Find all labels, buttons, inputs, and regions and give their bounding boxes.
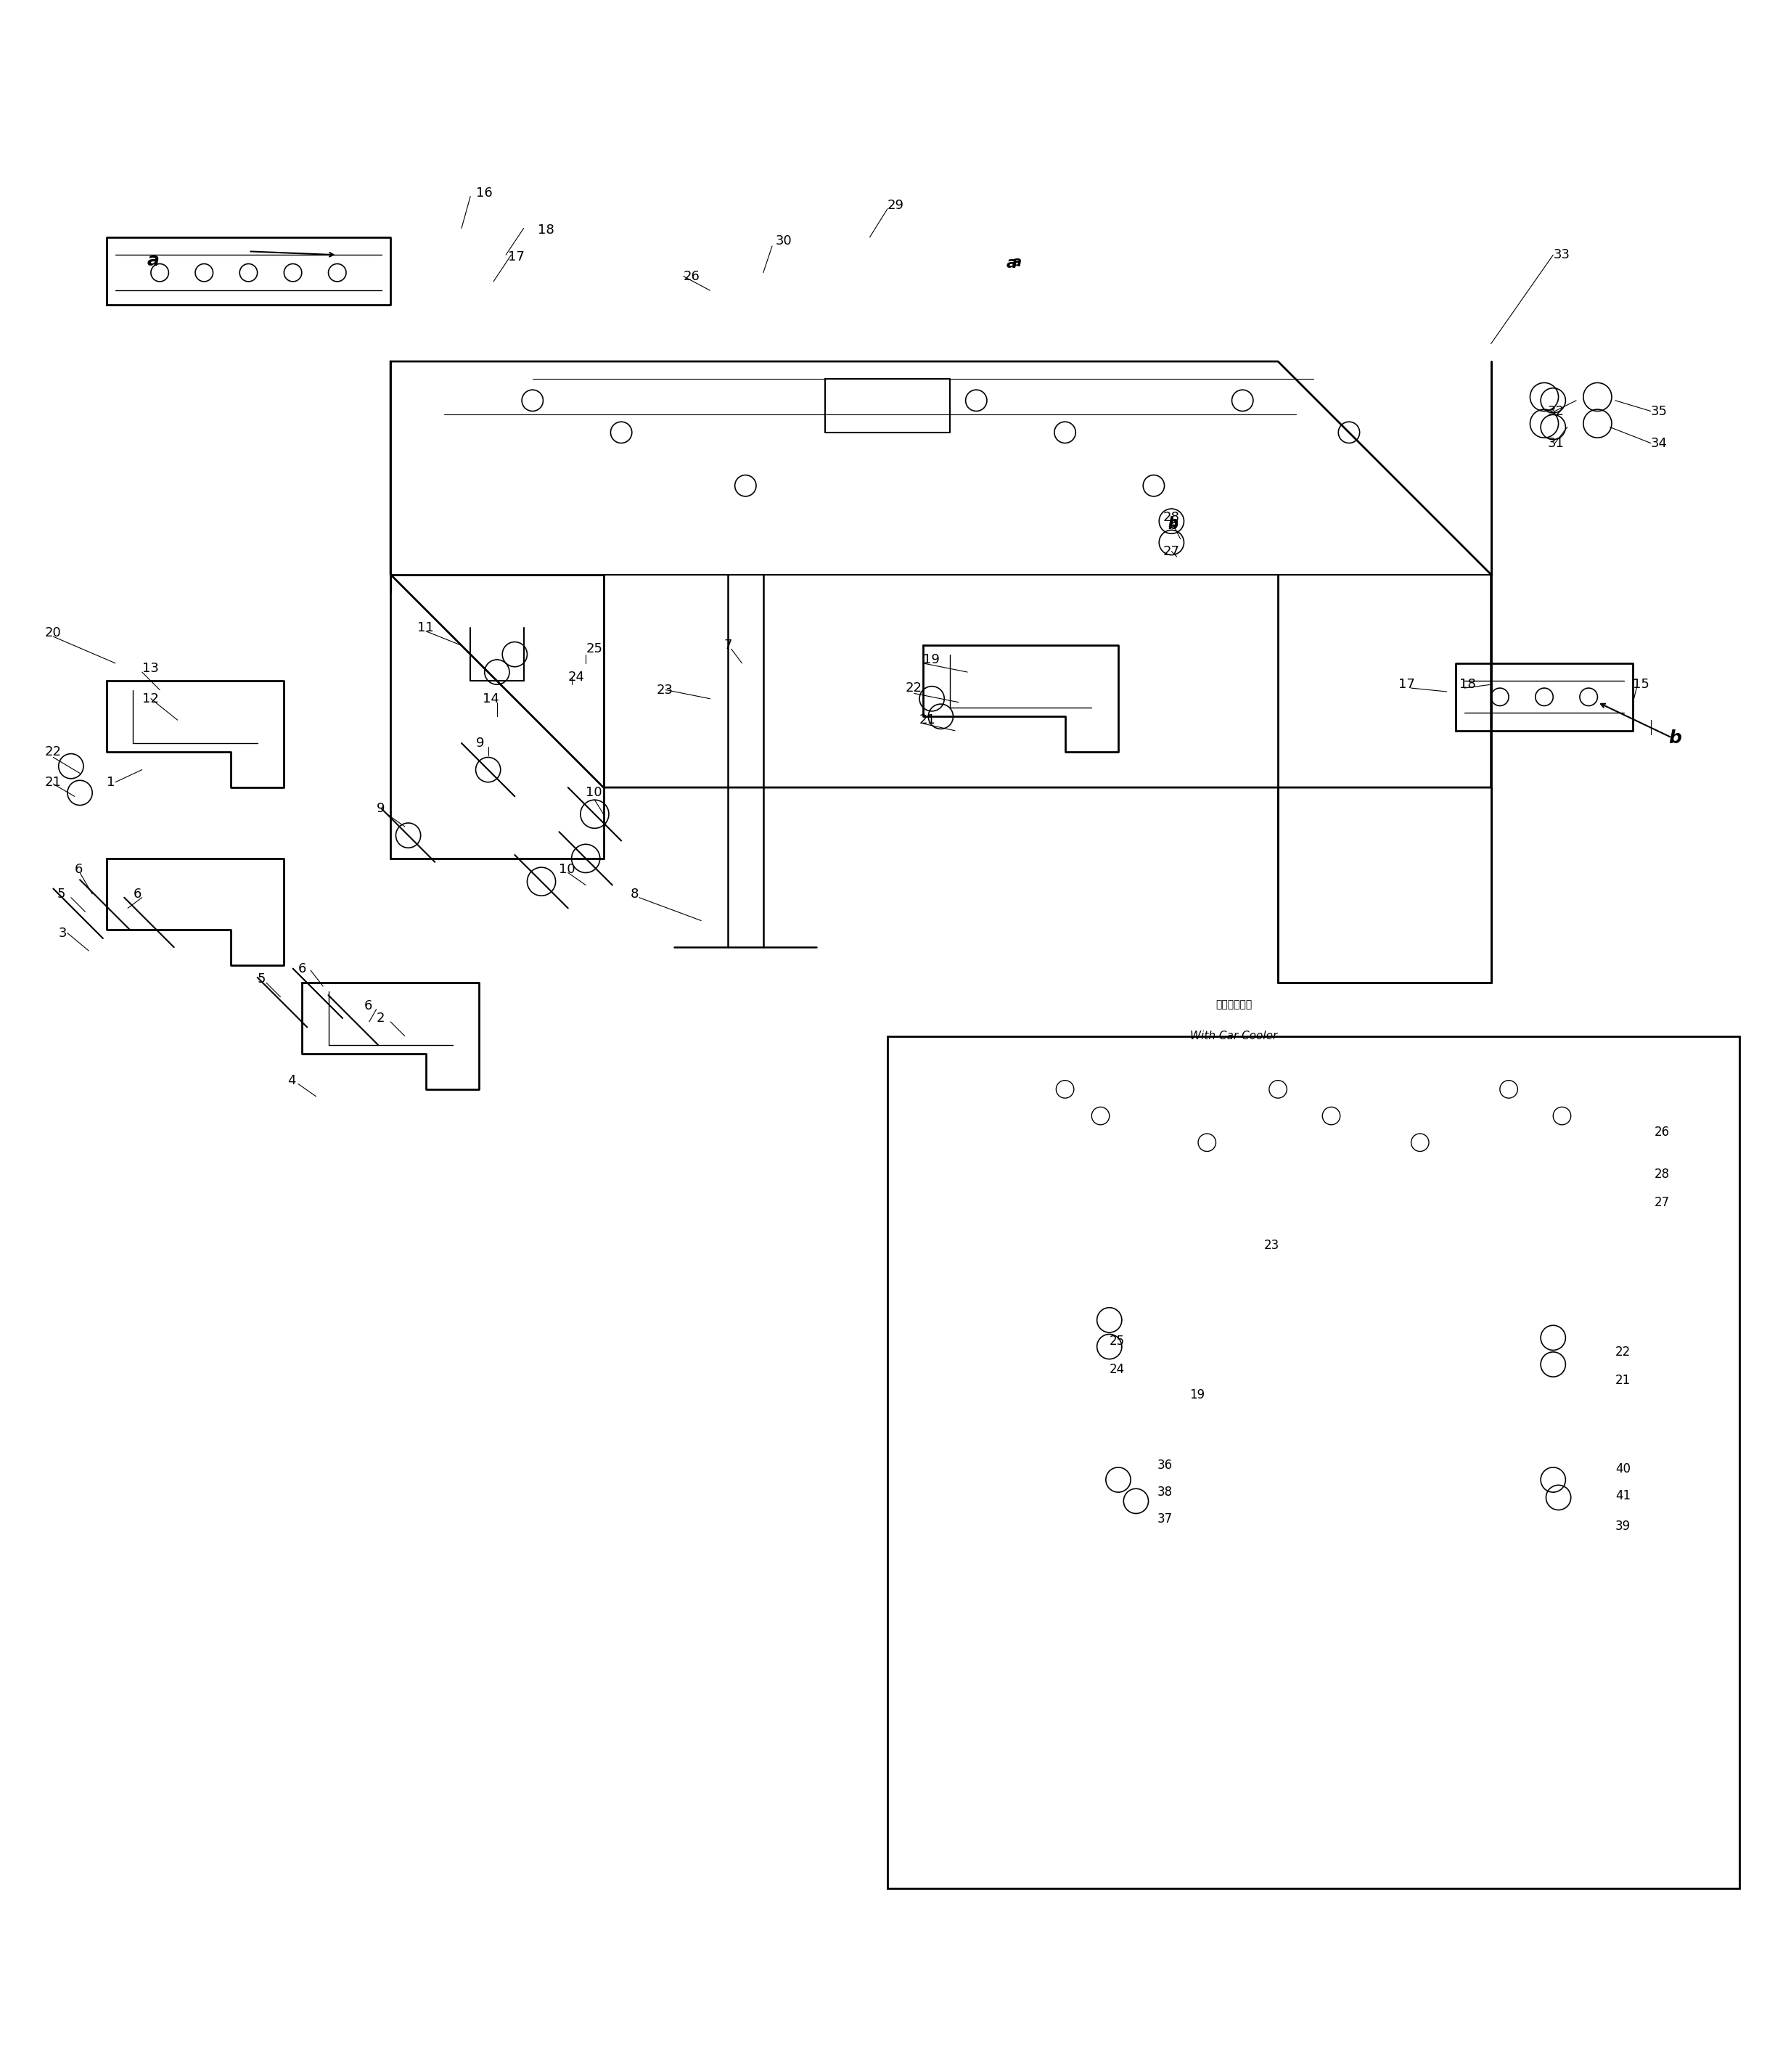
Text: 4: 4 [288, 1073, 296, 1088]
Text: 30: 30 [776, 234, 792, 247]
Text: 9: 9 [476, 736, 485, 750]
Text: 25: 25 [1109, 1334, 1125, 1349]
Text: 28: 28 [1654, 1169, 1670, 1181]
Text: 26: 26 [1654, 1125, 1670, 1138]
Text: 18: 18 [538, 224, 554, 236]
Text: 15: 15 [1633, 678, 1649, 692]
Text: カークーラ付: カークーラ付 [1216, 999, 1251, 1009]
Text: 22: 22 [905, 682, 921, 694]
Text: 32: 32 [1548, 404, 1564, 419]
Text: 27: 27 [1654, 1196, 1670, 1210]
Text: 39: 39 [1615, 1519, 1631, 1533]
Text: 35: 35 [1651, 404, 1667, 419]
Text: a: a [1012, 255, 1021, 269]
Text: 27: 27 [1163, 545, 1179, 557]
Text: 16: 16 [476, 186, 492, 199]
Text: 12: 12 [142, 692, 158, 704]
Text: 19: 19 [1189, 1388, 1205, 1401]
Text: 22: 22 [1615, 1345, 1631, 1359]
Text: 24: 24 [568, 671, 584, 684]
Text: 21: 21 [44, 775, 60, 789]
Text: 6: 6 [364, 999, 373, 1013]
Text: 3: 3 [59, 926, 67, 939]
Text: 2: 2 [376, 1011, 385, 1026]
Text: 6: 6 [133, 887, 142, 901]
Text: 29: 29 [888, 199, 903, 211]
Text: 10: 10 [559, 862, 575, 876]
Text: 18: 18 [1459, 678, 1475, 692]
Text: 33: 33 [1553, 249, 1569, 261]
Text: 34: 34 [1651, 437, 1667, 450]
Text: 7: 7 [724, 638, 733, 653]
Text: 23: 23 [657, 684, 673, 696]
Text: 31: 31 [1548, 437, 1564, 450]
Text: 21: 21 [919, 713, 935, 727]
Text: 26: 26 [683, 269, 699, 282]
Text: a: a [147, 251, 160, 269]
Text: 40: 40 [1615, 1463, 1631, 1475]
Text: 11: 11 [417, 622, 433, 634]
Text: 21: 21 [1615, 1374, 1631, 1386]
Text: 6: 6 [298, 961, 307, 976]
Text: 25: 25 [586, 642, 602, 655]
Text: 1: 1 [106, 775, 115, 789]
Text: 38: 38 [1157, 1486, 1173, 1498]
Text: 36: 36 [1157, 1459, 1173, 1471]
Text: 17: 17 [1399, 678, 1415, 692]
Text: 20: 20 [44, 626, 60, 640]
Text: 6: 6 [75, 862, 83, 876]
Text: 5: 5 [257, 972, 266, 986]
Text: 14: 14 [483, 692, 499, 704]
Text: 28: 28 [1163, 512, 1179, 524]
Text: b: b [1668, 729, 1681, 746]
Text: 22: 22 [44, 746, 60, 758]
Text: 37: 37 [1157, 1513, 1173, 1525]
Text: 41: 41 [1615, 1490, 1631, 1502]
Text: b: b [1168, 516, 1179, 530]
Text: With Car Cooler: With Car Cooler [1189, 1030, 1278, 1042]
Text: b: b [1168, 518, 1179, 533]
Text: 19: 19 [923, 653, 939, 667]
Bar [888, 1036, 1739, 1888]
Text: 24: 24 [1109, 1363, 1125, 1376]
Text: 23: 23 [1264, 1239, 1280, 1251]
Text: a: a [1006, 257, 1017, 271]
Text: 5: 5 [57, 887, 66, 901]
Text: 10: 10 [586, 785, 602, 800]
Text: 17: 17 [508, 251, 524, 263]
Text: 13: 13 [142, 663, 158, 675]
Text: 9: 9 [376, 802, 385, 814]
Text: 8: 8 [630, 887, 639, 901]
